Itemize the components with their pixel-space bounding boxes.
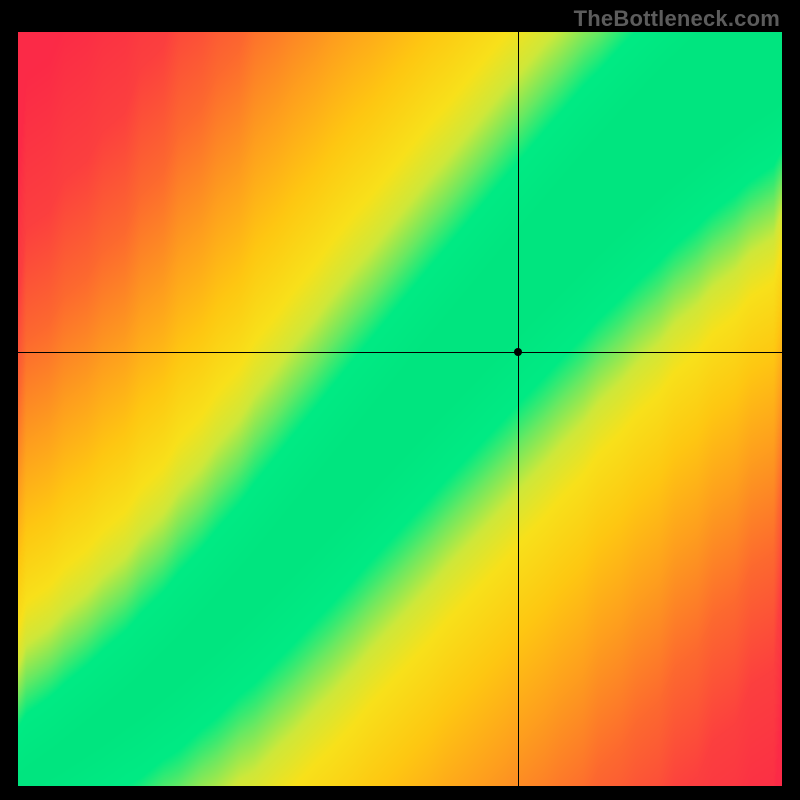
- watermark-text: TheBottleneck.com: [574, 6, 780, 32]
- bottleneck-heatmap: [18, 32, 782, 786]
- selected-point: [514, 348, 522, 356]
- heatmap-canvas: [18, 32, 782, 786]
- crosshair-horizontal: [18, 352, 782, 353]
- crosshair-vertical: [518, 32, 519, 786]
